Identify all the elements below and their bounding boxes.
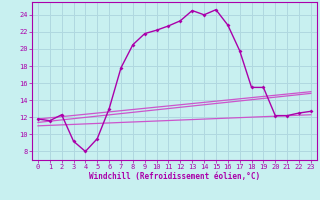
X-axis label: Windchill (Refroidissement éolien,°C): Windchill (Refroidissement éolien,°C) [89,172,260,181]
